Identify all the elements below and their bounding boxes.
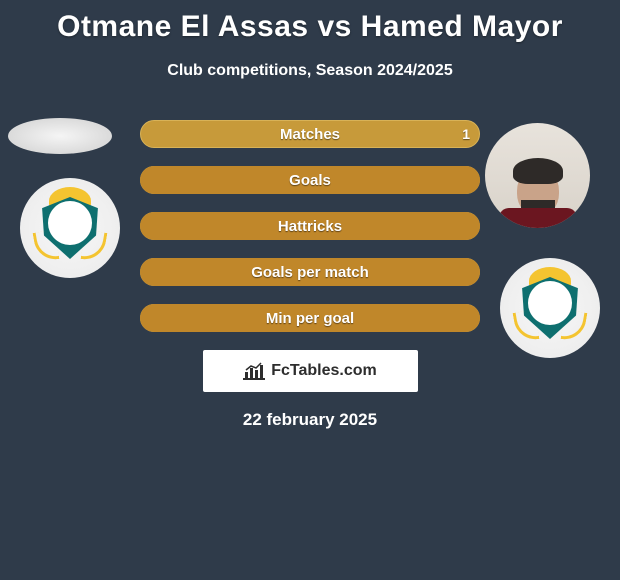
- club-badge-left: [20, 178, 120, 278]
- club-crest-icon: [511, 269, 589, 347]
- watermark-text: FcTables.com: [271, 362, 377, 380]
- watermark[interactable]: FcTables.com: [203, 350, 418, 392]
- bar-chart-icon: [243, 362, 265, 380]
- club-crest-icon: [31, 189, 109, 267]
- player-right-avatar: [485, 123, 590, 228]
- club-badge-right: [500, 258, 600, 358]
- stat-row-hattricks: Hattricks: [140, 212, 480, 240]
- stat-label: Goals per match: [140, 258, 480, 286]
- stat-label: Hattricks: [140, 212, 480, 240]
- stat-row-matches: Matches 1: [140, 120, 480, 148]
- footer-date: 22 february 2025: [0, 410, 620, 430]
- player-left-avatar: [8, 118, 112, 154]
- stat-label: Matches: [140, 120, 480, 148]
- stat-row-goals: Goals: [140, 166, 480, 194]
- stat-value-right: 1: [462, 120, 470, 148]
- subtitle: Club competitions, Season 2024/2025: [0, 62, 620, 80]
- stat-label: Goals: [140, 166, 480, 194]
- stat-label: Min per goal: [140, 304, 480, 332]
- stat-row-goals-per-match: Goals per match: [140, 258, 480, 286]
- stat-row-min-per-goal: Min per goal: [140, 304, 480, 332]
- page-title: Otmane El Assas vs Hamed Mayor: [0, 0, 620, 44]
- stats-bars: Matches 1 Goals Hattricks Goals per matc…: [140, 120, 480, 332]
